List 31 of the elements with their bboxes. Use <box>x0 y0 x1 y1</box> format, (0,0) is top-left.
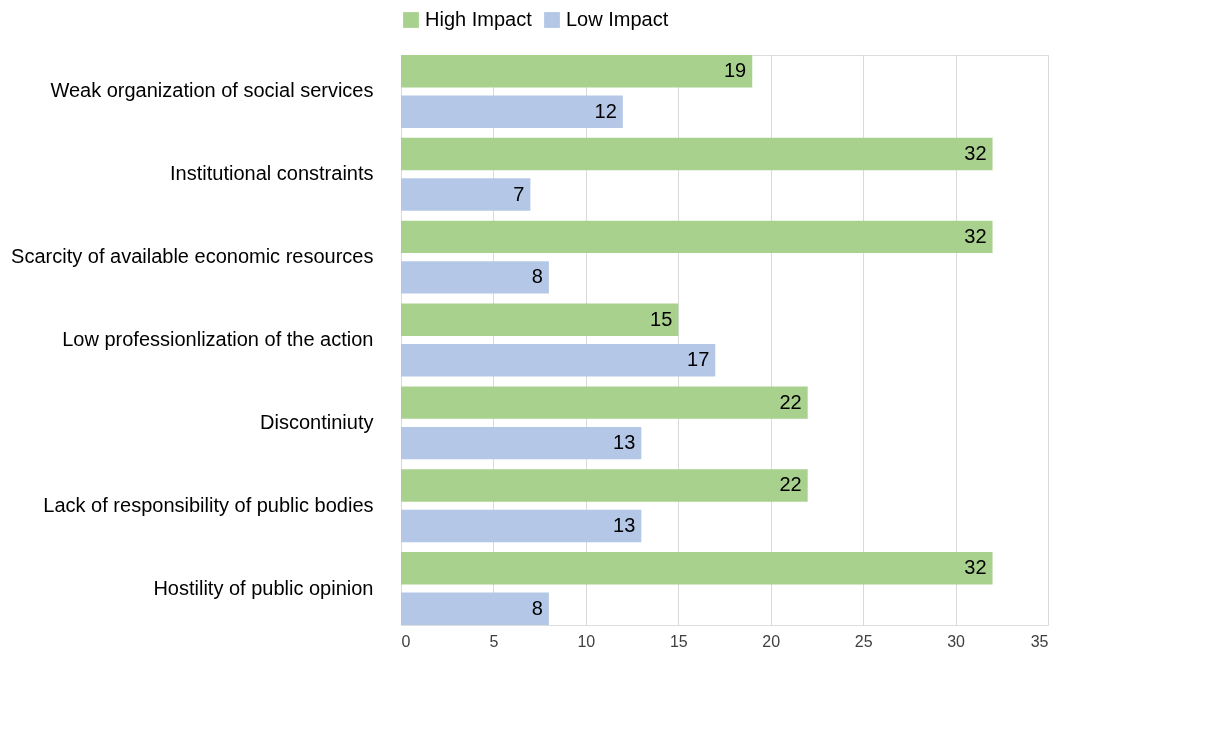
x-tick-label: 5 <box>489 632 499 650</box>
y-tick-label: Discontiniuty <box>260 410 374 433</box>
x-tick-label: 0 <box>401 632 411 650</box>
x-tick-label: 35 <box>1030 632 1049 650</box>
data-label: 32 <box>964 224 987 247</box>
y-tick-label: Low professionlization of the action <box>62 328 374 350</box>
y-tick-label: Weak organization of social services <box>50 79 374 102</box>
data-label: 13 <box>613 513 636 536</box>
x-tick-label: 10 <box>577 632 596 650</box>
data-label: 32 <box>964 556 987 579</box>
data-label: 7 <box>513 182 525 205</box>
x-tick-label: 25 <box>854 632 873 650</box>
legend-label: Low Impact <box>566 8 669 30</box>
data-label: 17 <box>687 348 710 371</box>
data-label: 32 <box>964 142 987 165</box>
data-label: 8 <box>531 596 543 619</box>
data-label: 22 <box>779 473 802 496</box>
data-label: 13 <box>613 431 636 454</box>
data-label: 15 <box>650 307 673 330</box>
x-tick-label: 15 <box>669 632 688 650</box>
y-tick-label: Institutional constraints <box>170 162 374 185</box>
y-tick-label: Hostility of public opinion <box>153 576 374 599</box>
data-label: 19 <box>723 59 747 82</box>
data-label: 8 <box>531 265 543 288</box>
y-tick-label: Scarcity of available economic resources <box>11 245 374 268</box>
x-tick-label: 30 <box>947 632 966 650</box>
data-label: 12 <box>594 99 617 122</box>
x-tick-label: 20 <box>762 632 781 650</box>
data-label: 22 <box>779 390 802 413</box>
y-tick-label: Lack of responsibility of public bodies <box>43 493 374 516</box>
legend-label: High Impact <box>425 8 533 30</box>
